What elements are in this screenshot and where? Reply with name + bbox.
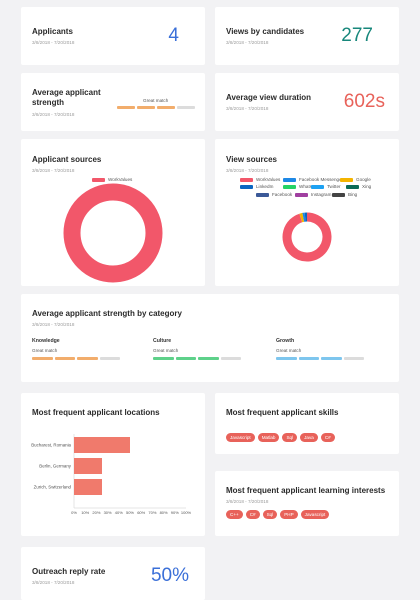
view-sources-card: View sources 3/8/2018 - 7/20/2018 WorkVa… (215, 139, 399, 286)
date-range: 3/8/2018 - 7/20/2018 (226, 168, 269, 173)
skills-card: Most frequent applicant skills Javascrip… (215, 393, 399, 454)
interest-tag[interactable]: C# (245, 510, 260, 519)
legend-item: Instagram (295, 192, 331, 197)
legend-item: Xing (346, 184, 371, 189)
date-range: 3/8/2018 - 7/20/2018 (32, 322, 75, 327)
interest-tag[interactable]: Sql (262, 510, 278, 519)
legend-item: Bing (332, 192, 357, 197)
date-range: 3/8/2018 - 7/20/2018 (32, 168, 75, 173)
legend-item: WorkValues (240, 177, 280, 182)
applicants-card: Applicants 3/8/2018 - 7/20/2018 4 (21, 7, 205, 65)
legend-swatch (92, 177, 105, 182)
card-title: Outreach reply rate (32, 567, 106, 576)
category-meter-culture (153, 357, 241, 360)
bar-zurich (74, 479, 102, 495)
interest-tag[interactable]: PHP (280, 510, 298, 519)
category-level: Great match (276, 348, 302, 353)
card-title: Average applicant strength by category (32, 309, 182, 318)
card-title: Most frequent applicant locations (32, 408, 160, 417)
x-tick-label: 40% (115, 510, 123, 515)
duration-card: Average view duration 3/8/2018 - 7/20/20… (215, 73, 399, 131)
locations-card: Most frequent applicant locations Buchar… (21, 393, 205, 536)
x-tick-label: 0% (71, 510, 77, 515)
strength-meter (117, 106, 195, 109)
x-tick-label: 70% (148, 510, 156, 515)
x-tick-label: 60% (137, 510, 145, 515)
card-title: Most frequent applicant skills (226, 408, 339, 417)
skill-tag[interactable]: Javascript (226, 433, 255, 442)
applicant-sources-card: Applicant sources 3/8/2018 - 7/20/2018 W… (21, 139, 205, 286)
interests-tags: C++ C# Sql PHP Javascript (226, 510, 332, 519)
donut-slice-workvalues (282, 212, 332, 262)
applicants-count: 4 (168, 25, 179, 46)
outreach-card: Outreach reply rate 3/8/2018 - 7/20/2018… (21, 547, 205, 600)
card-title: View sources (226, 155, 277, 164)
category-name: Growth (276, 338, 295, 344)
x-tick-label: 10% (81, 510, 89, 515)
applicant-sources-donut (63, 183, 163, 283)
category-meter-growth (276, 357, 364, 360)
bar-berlin (74, 458, 102, 474)
donut-slice-google (299, 212, 305, 223)
views-card: Views by candidates 3/8/2018 - 7/20/2018… (215, 7, 399, 65)
date-range: 3/8/2018 - 7/20/2018 (226, 499, 269, 504)
skill-tag[interactable]: C# (320, 433, 335, 442)
x-tick-label: 50% (126, 510, 134, 515)
locations-bar-chart: Bucharest, Romania Berlin, Germany Zurich,… (31, 434, 192, 515)
card-title: Average view duration (226, 93, 312, 102)
category-label: Bucharest, Romania (31, 443, 71, 448)
category-name: Knowledge (32, 338, 60, 344)
view-sources-donut (282, 212, 332, 262)
donut-slice-workvalues (63, 183, 163, 283)
interests-card: Most frequent applicant learning interes… (215, 471, 399, 536)
interest-tag[interactable]: C++ (226, 510, 243, 519)
legend-item: WhatsApp (283, 184, 320, 189)
bar-bucharest (74, 437, 130, 453)
skill-tag[interactable]: Java (300, 433, 318, 442)
meter-segment (177, 106, 195, 109)
strength-level-label: Great match (143, 98, 169, 103)
card-title: Applicant sources (32, 155, 102, 164)
category-level: Great match (153, 348, 179, 353)
x-tick-label: 90% (171, 510, 179, 515)
interest-tag[interactable]: Javascript (300, 510, 330, 519)
card-title: Average applicant strength (32, 88, 101, 107)
duration-value: 602s (343, 91, 385, 112)
category-label: Berlin, Germany (39, 464, 72, 469)
legend-item: Facebook Messenger (283, 177, 343, 182)
category-name: Culture (153, 338, 172, 344)
category-strength-card: Average applicant strength by category 3… (21, 294, 399, 382)
views-count: 277 (341, 25, 373, 46)
legend-item: Google (340, 177, 371, 182)
x-tick-label: 100% (181, 510, 192, 515)
date-range: 3/8/2018 - 7/20/2018 (32, 40, 75, 45)
legend-item: LinkedIn (240, 184, 273, 189)
meter-segment (137, 106, 155, 109)
date-range: 3/8/2018 - 7/20/2018 (32, 580, 75, 585)
skills-tags: Javascript Matlab Sql Java C# (226, 433, 338, 442)
date-range: 3/8/2018 - 7/20/2018 (226, 40, 269, 45)
skill-tag[interactable]: Matlab (257, 433, 280, 442)
legend-item: WorkValues (92, 177, 132, 182)
category-label: Zurich, Switzerland (34, 485, 72, 490)
x-tick-label: 30% (104, 510, 112, 515)
legend-item: Twitter (311, 184, 341, 189)
card-title: Views by candidates (226, 27, 305, 36)
strength-card: Average applicant strength 3/8/2018 - 7/… (21, 73, 205, 131)
meter-segment (117, 106, 135, 109)
x-tick-label: 80% (160, 510, 168, 515)
date-range: 3/8/2018 - 7/20/2018 (32, 112, 75, 117)
category-meter-knowledge (32, 357, 120, 360)
skill-tag[interactable]: Sql (282, 433, 298, 442)
card-title: Most frequent applicant learning interes… (226, 486, 386, 495)
legend-item: Facebook (256, 192, 292, 197)
outreach-rate: 50% (150, 565, 189, 586)
meter-segment (157, 106, 175, 109)
x-tick-label: 20% (92, 510, 100, 515)
category-level: Great match (32, 348, 58, 353)
card-title: Applicants (32, 27, 73, 36)
date-range: 3/8/2018 - 7/20/2018 (226, 106, 269, 111)
